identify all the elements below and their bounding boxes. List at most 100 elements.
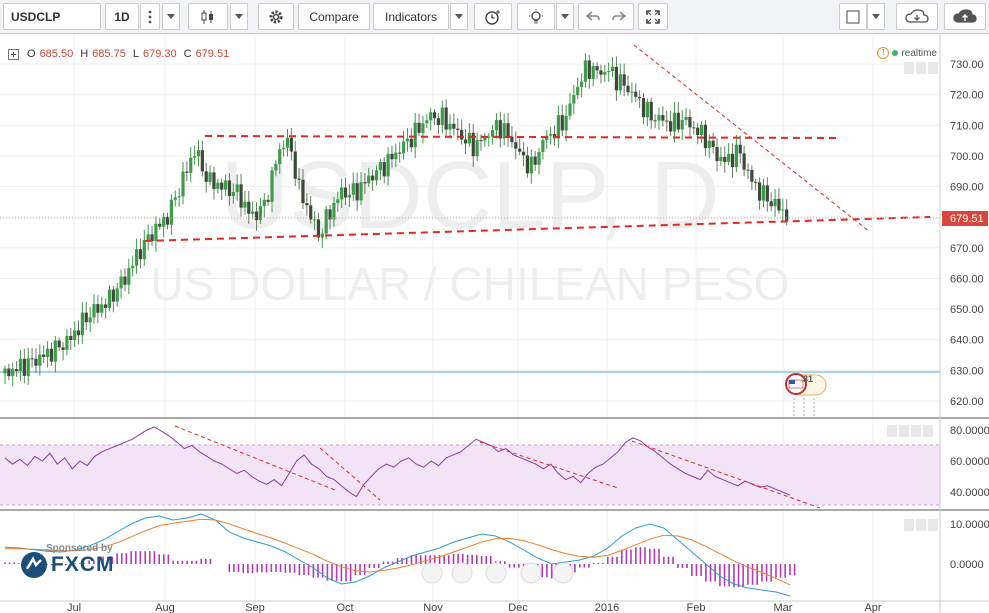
candle-body <box>316 219 321 238</box>
rsi-tick-label: 80.0000 <box>950 425 989 437</box>
candle-body <box>502 123 506 139</box>
lightbulb-icon[interactable] <box>517 3 555 30</box>
candle-body <box>715 146 719 162</box>
candle-body <box>231 192 235 196</box>
candle-body <box>378 162 382 171</box>
interval-dropdown-chevron-icon[interactable] <box>162 3 180 30</box>
trend-lines[interactable] <box>0 44 940 242</box>
candle-body <box>560 115 564 131</box>
candle-body <box>475 140 479 157</box>
candle-body <box>421 123 425 133</box>
candle-body <box>518 148 522 152</box>
time-axis[interactable]: Jul Aug Sep Oct Nov Dec 2016 Feb Mar Apr <box>0 600 989 613</box>
more-vertical-icon[interactable] <box>140 3 160 30</box>
candle-body <box>243 201 247 208</box>
rsi-tick-label: 60.0000 <box>950 456 989 468</box>
gear-icon[interactable] <box>258 3 294 30</box>
candle-body <box>274 164 278 171</box>
chart-style-chevron-icon[interactable] <box>230 3 248 30</box>
candle-body <box>355 183 359 201</box>
open-label: O <box>27 48 36 60</box>
main-pane-controls <box>904 62 938 74</box>
candle-body <box>487 136 491 138</box>
candle-body <box>38 354 42 366</box>
fxcm-logo[interactable]: FXCM <box>20 551 115 579</box>
candle-body <box>711 140 715 147</box>
redo-icon[interactable] <box>612 10 626 23</box>
candle-body <box>320 233 324 238</box>
status-dot-icon <box>892 50 899 56</box>
cloud-download-icon[interactable] <box>896 3 938 30</box>
low-label: L <box>132 48 139 60</box>
candle-body <box>409 138 413 148</box>
realtime-indicator[interactable]: ! realtime <box>877 47 937 59</box>
candle-body <box>177 196 181 198</box>
indicators-chevron-icon[interactable] <box>450 3 468 30</box>
candle-body <box>208 172 212 182</box>
candle-body <box>429 112 433 121</box>
candle-body <box>746 169 750 171</box>
expand-plus-icon[interactable] <box>8 48 19 60</box>
candle-body <box>293 151 297 179</box>
candle-body <box>549 134 553 136</box>
interval-selector[interactable]: 1D <box>105 3 139 30</box>
symbol-search[interactable]: USDCLP <box>3 3 101 30</box>
indicators-button[interactable]: Indicators <box>373 3 449 30</box>
candle-body <box>173 197 177 200</box>
candle-body <box>699 124 704 135</box>
candle-body <box>738 144 742 154</box>
candle-body <box>471 132 475 157</box>
layout-square-icon[interactable] <box>839 3 867 30</box>
candle-body <box>676 112 680 130</box>
macd-pane <box>4 513 796 597</box>
candle-body <box>254 211 259 221</box>
candle-body <box>332 202 336 220</box>
price-tick-label: 730.00 <box>950 59 984 71</box>
undo-redo-group <box>578 3 634 30</box>
candle-body <box>11 369 15 377</box>
candle-body <box>88 317 92 323</box>
candle-body <box>781 209 785 211</box>
scroll-controls[interactable] <box>421 562 574 584</box>
candle-body <box>239 184 243 208</box>
last-price-label: 679.51 <box>950 213 984 225</box>
candle-body <box>251 211 255 214</box>
candle-body <box>634 91 638 97</box>
price-tick-label: 640.00 <box>950 335 984 347</box>
candle-body <box>688 117 692 128</box>
fullscreen-icon[interactable] <box>638 3 668 30</box>
top-toolbar: USDCLP 1D Compare Indicators <box>0 0 989 34</box>
ideas-chevron-icon[interactable] <box>556 3 574 30</box>
pane-controls[interactable] <box>887 62 938 531</box>
candle-body <box>138 249 143 260</box>
candle-body <box>200 150 204 172</box>
candle-body <box>336 199 340 203</box>
compare-button[interactable]: Compare <box>298 3 370 30</box>
candle-body <box>359 182 363 201</box>
undo-icon[interactable] <box>586 10 600 23</box>
candle-body <box>440 107 444 125</box>
candle-body <box>150 234 154 242</box>
candle-body <box>30 358 34 360</box>
candle-body <box>282 147 286 150</box>
candle-body <box>115 288 119 302</box>
candles-style-icon[interactable] <box>188 3 228 30</box>
layout-chevron-icon[interactable] <box>867 3 885 30</box>
alert-clock-icon[interactable] <box>474 3 512 30</box>
price-axis[interactable]: 730.00720.00710.00700.00690.00680.00670.… <box>939 35 989 613</box>
time-tick-label: Feb <box>687 602 706 613</box>
reset-icon <box>485 562 507 584</box>
candle-body <box>367 175 371 184</box>
candle-body <box>305 203 309 206</box>
event-markers[interactable]: 31 <box>785 373 827 418</box>
candle-body <box>618 74 622 91</box>
candle-body <box>297 178 301 180</box>
candle-body <box>398 152 402 154</box>
scroll-right-icon <box>552 562 574 584</box>
rsi-trendlines <box>174 425 821 509</box>
chart-canvas[interactable]: USDCLP, D US DOLLAR / CHILEAN PESO 31 <box>0 35 989 613</box>
info-icon: ! <box>877 47 890 59</box>
price-tick-label: 710.00 <box>950 120 984 132</box>
cloud-upload-icon[interactable] <box>944 3 986 30</box>
candle-body <box>777 198 781 211</box>
